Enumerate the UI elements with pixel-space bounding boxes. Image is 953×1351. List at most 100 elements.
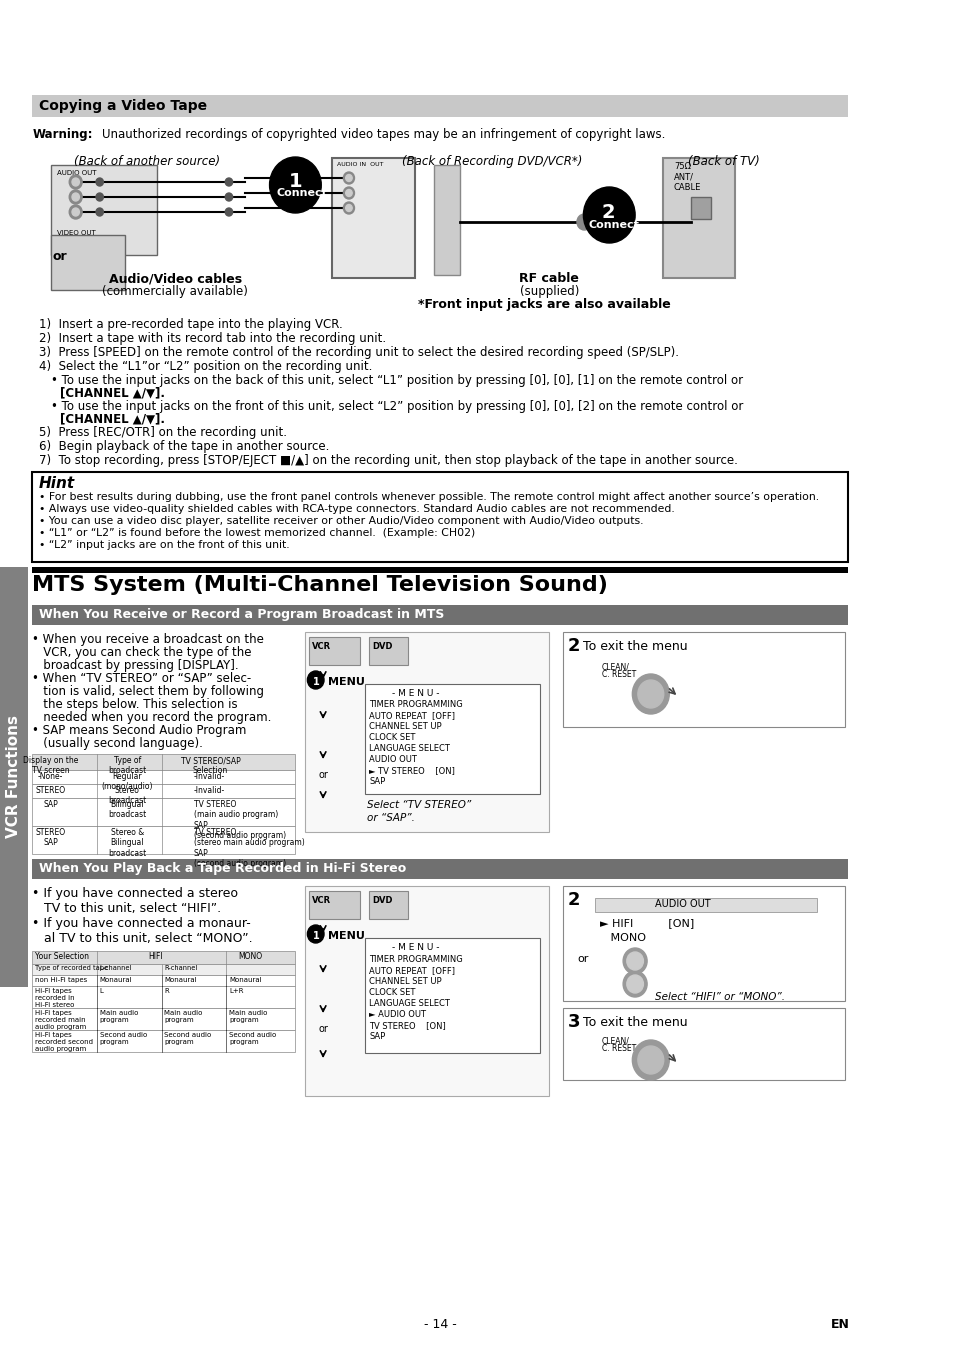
Text: or: or bbox=[318, 770, 328, 780]
Text: 2: 2 bbox=[567, 892, 579, 909]
Text: Hi-Fi tapes
recorded second
audio program: Hi-Fi tapes recorded second audio progra… bbox=[35, 1032, 93, 1052]
Circle shape bbox=[96, 193, 103, 201]
Text: tion is valid, select them by following: tion is valid, select them by following bbox=[32, 685, 264, 698]
Text: TV STEREO
(stereo main audio program)
SAP
(second audio program): TV STEREO (stereo main audio program) SA… bbox=[193, 828, 304, 869]
Text: • To use the input jacks on the back of this unit, select “L1” position by press: • To use the input jacks on the back of … bbox=[51, 374, 742, 386]
Bar bbox=[32, 951, 295, 965]
Circle shape bbox=[577, 213, 591, 230]
Text: [CHANNEL ▲/▼].: [CHANNEL ▲/▼]. bbox=[60, 386, 165, 399]
Text: • Always use video-quality shielded cables with RCA-type connectors. Standard Au: • Always use video-quality shielded cabl… bbox=[39, 504, 674, 513]
Text: Unauthorized recordings of copyrighted video tapes may be an infringement of cop: Unauthorized recordings of copyrighted v… bbox=[101, 128, 664, 141]
Circle shape bbox=[225, 178, 233, 186]
Text: VCR: VCR bbox=[312, 896, 331, 905]
Text: 3: 3 bbox=[567, 1013, 579, 1031]
Text: Monaural: Monaural bbox=[229, 977, 261, 984]
Text: Type of recorded tape: Type of recorded tape bbox=[35, 965, 108, 971]
Circle shape bbox=[638, 1046, 663, 1074]
Text: 3)  Press [SPEED] on the remote control of the recording unit to select the desi: 3) Press [SPEED] on the remote control o… bbox=[39, 346, 679, 359]
Text: CLOCK SET: CLOCK SET bbox=[369, 734, 416, 742]
Bar bbox=[32, 975, 295, 986]
Circle shape bbox=[71, 193, 79, 201]
Text: *Front input jacks are also available: *Front input jacks are also available bbox=[417, 299, 670, 311]
Text: Hi-Fi tapes
recorded in
Hi-Fi stereo: Hi-Fi tapes recorded in Hi-Fi stereo bbox=[35, 988, 74, 1008]
Text: or: or bbox=[577, 954, 588, 965]
Text: RF cable: RF cable bbox=[518, 272, 578, 285]
Text: [CHANNEL ▲/▼].: [CHANNEL ▲/▼]. bbox=[60, 412, 165, 426]
Text: -None-: -None- bbox=[38, 771, 64, 781]
Bar bbox=[309, 638, 359, 665]
Bar bbox=[562, 886, 843, 1001]
Circle shape bbox=[225, 208, 233, 216]
Circle shape bbox=[71, 208, 79, 216]
Text: • To use the input jacks on the front of this unit, select “L2” position by pres: • To use the input jacks on the front of… bbox=[51, 400, 742, 413]
Text: (Back of Recording DVD/VCR*): (Back of Recording DVD/VCR*) bbox=[401, 155, 581, 168]
Text: • When you receive a broadcast on the: • When you receive a broadcast on the bbox=[32, 634, 264, 646]
Text: -Invalid-: -Invalid- bbox=[193, 786, 225, 794]
Text: -Invalid-: -Invalid- bbox=[193, 771, 225, 781]
Text: VIDEO OUT: VIDEO OUT bbox=[57, 230, 96, 236]
Text: SAP: SAP bbox=[369, 777, 385, 786]
Bar bbox=[369, 892, 408, 919]
Bar bbox=[32, 859, 847, 880]
Text: CHANNEL SET UP: CHANNEL SET UP bbox=[369, 721, 441, 731]
Bar bbox=[304, 632, 549, 832]
Text: Type of
broadcast: Type of broadcast bbox=[108, 757, 147, 775]
Text: 2)  Insert a tape with its record tab into the recording unit.: 2) Insert a tape with its record tab int… bbox=[39, 332, 386, 345]
Text: • You can use a video disc player, satellite receiver or other Audio/Video compo: • You can use a video disc player, satel… bbox=[39, 516, 642, 526]
Text: • When “TV STEREO” or “SAP” selec-: • When “TV STEREO” or “SAP” selec- bbox=[32, 671, 252, 685]
Text: AUTO REPEAT  [OFF]: AUTO REPEAT [OFF] bbox=[369, 966, 455, 975]
Text: 4)  Select the “L1”or “L2” position on the recording unit.: 4) Select the “L1”or “L2” position on th… bbox=[39, 359, 372, 373]
Text: R-channel: R-channel bbox=[164, 965, 197, 971]
Text: ► HIFI          [ON]: ► HIFI [ON] bbox=[599, 917, 694, 928]
Text: AUDIO IN  OUT: AUDIO IN OUT bbox=[336, 162, 383, 168]
Bar bbox=[662, 158, 734, 278]
Text: the steps below. This selection is: the steps below. This selection is bbox=[32, 698, 237, 711]
Text: CLEAN/: CLEAN/ bbox=[601, 662, 629, 671]
Text: LANGUAGE SELECT: LANGUAGE SELECT bbox=[369, 744, 450, 753]
Bar bbox=[32, 986, 295, 1008]
Text: STEREO: STEREO bbox=[35, 786, 66, 794]
Text: Main audio
program: Main audio program bbox=[164, 1011, 202, 1023]
Text: non Hi-Fi tapes: non Hi-Fi tapes bbox=[35, 977, 88, 984]
Text: C. RESET: C. RESET bbox=[601, 1044, 636, 1052]
Text: AUDIO OUT: AUDIO OUT bbox=[57, 170, 96, 176]
Bar bbox=[32, 798, 295, 825]
Text: Monaural: Monaural bbox=[164, 977, 196, 984]
Text: CHANNEL SET UP: CHANNEL SET UP bbox=[369, 977, 441, 986]
Text: LANGUAGE SELECT: LANGUAGE SELECT bbox=[369, 998, 450, 1008]
Bar bbox=[562, 1008, 843, 1079]
Circle shape bbox=[70, 205, 82, 219]
Text: or “SAP”.: or “SAP”. bbox=[367, 813, 415, 823]
Text: Hi-Fi tapes
recorded main
audio program: Hi-Fi tapes recorded main audio program bbox=[35, 1011, 86, 1029]
Bar bbox=[32, 95, 847, 118]
Text: TV to this unit, select “HIFI”.: TV to this unit, select “HIFI”. bbox=[32, 902, 221, 915]
Circle shape bbox=[583, 186, 635, 243]
Text: - M E N U -: - M E N U - bbox=[392, 943, 439, 952]
Text: Hint: Hint bbox=[39, 476, 75, 490]
Text: (commercially available): (commercially available) bbox=[102, 285, 248, 299]
Bar bbox=[51, 235, 125, 290]
Text: MENU: MENU bbox=[328, 931, 364, 942]
Text: or: or bbox=[318, 1024, 328, 1034]
Text: • If you have connected a stereo: • If you have connected a stereo bbox=[32, 888, 238, 900]
Circle shape bbox=[307, 671, 324, 689]
Text: Second audio
program: Second audio program bbox=[100, 1032, 147, 1046]
Text: HIFI: HIFI bbox=[148, 952, 162, 961]
Text: ► AUDIO OUT: ► AUDIO OUT bbox=[369, 1011, 426, 1019]
Bar bbox=[32, 570, 847, 573]
Text: 1)  Insert a pre-recorded tape into the playing VCR.: 1) Insert a pre-recorded tape into the p… bbox=[39, 317, 342, 331]
Bar bbox=[51, 165, 157, 255]
Text: Stereo
broadcast: Stereo broadcast bbox=[108, 786, 147, 805]
Circle shape bbox=[638, 680, 663, 708]
Bar bbox=[364, 684, 539, 794]
Circle shape bbox=[632, 1040, 669, 1079]
Text: Regular
(mono/audio): Regular (mono/audio) bbox=[102, 771, 153, 792]
Bar bbox=[690, 197, 710, 219]
Text: Stereo &
Bilingual
broadcast: Stereo & Bilingual broadcast bbox=[108, 828, 147, 858]
Text: When You Play Back a Tape Recorded in Hi-Fi Stereo: When You Play Back a Tape Recorded in Hi… bbox=[39, 862, 406, 875]
Text: Second audio
program: Second audio program bbox=[229, 1032, 276, 1046]
Circle shape bbox=[307, 925, 324, 943]
Circle shape bbox=[96, 178, 103, 186]
Text: (supplied): (supplied) bbox=[519, 285, 578, 299]
Text: Main audio
program: Main audio program bbox=[100, 1011, 138, 1023]
